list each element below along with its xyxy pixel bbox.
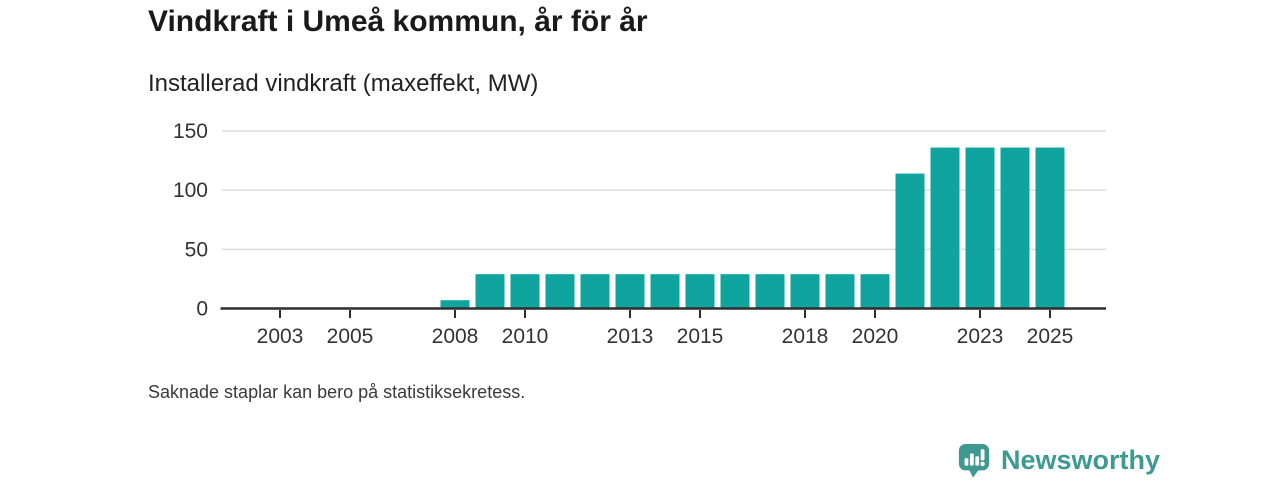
x-tick-label-2013: 2013 xyxy=(607,325,654,348)
y-tick-label-0: 0 xyxy=(196,298,208,321)
bar-2009 xyxy=(475,274,505,309)
bar-2011 xyxy=(545,274,575,309)
bar-2024 xyxy=(1000,147,1030,309)
bar-2013 xyxy=(615,274,645,309)
bar-2022 xyxy=(930,147,960,309)
y-tick-label-100: 100 xyxy=(173,179,208,202)
x-tick-label-2008: 2008 xyxy=(432,325,479,348)
bar-2018 xyxy=(790,274,820,309)
bar-2019 xyxy=(825,274,855,309)
bar-2014 xyxy=(650,274,680,309)
bar-2008 xyxy=(440,300,470,309)
x-tick-label-2010: 2010 xyxy=(502,325,549,348)
bar-2015 xyxy=(685,274,715,309)
bar-2021 xyxy=(895,173,925,309)
chart-subtitle: Installerad vindkraft (maxeffekt, MW) xyxy=(148,70,539,97)
newsworthy-logo[interactable]: Newsworthy xyxy=(957,442,1160,478)
brand-name: Newsworthy xyxy=(1001,445,1161,475)
chart-title: Vindkraft i Umeå kommun, år för år xyxy=(148,5,648,38)
x-tick-label-2005: 2005 xyxy=(327,325,374,348)
chart-footnote: Saknade staplar kan bero på statistiksek… xyxy=(148,382,526,402)
x-tick-label-2015: 2015 xyxy=(677,325,724,348)
x-tick-label-2003: 2003 xyxy=(257,325,304,348)
x-tick-label-2023: 2023 xyxy=(957,325,1004,348)
y-tick-label-50: 50 xyxy=(185,238,208,261)
bar-2016 xyxy=(720,274,750,309)
y-tick-label-150: 150 xyxy=(173,120,208,143)
x-tick-label-2025: 2025 xyxy=(1027,325,1074,348)
bar-chart-speech-bubble-icon xyxy=(958,443,990,478)
bar-2023 xyxy=(965,147,995,309)
bar-2020 xyxy=(860,274,890,309)
bar-2010 xyxy=(510,274,540,309)
bar-2012 xyxy=(580,274,610,309)
bar-2025 xyxy=(1035,147,1065,309)
bar-2017 xyxy=(755,274,785,309)
x-tick-label-2020: 2020 xyxy=(852,325,899,348)
bar-chart: 2003 2005 2008 2010 2013 2015 2018 2020 2023 2025… xyxy=(173,120,1106,348)
x-tick-label-2018: 2018 xyxy=(782,325,829,348)
